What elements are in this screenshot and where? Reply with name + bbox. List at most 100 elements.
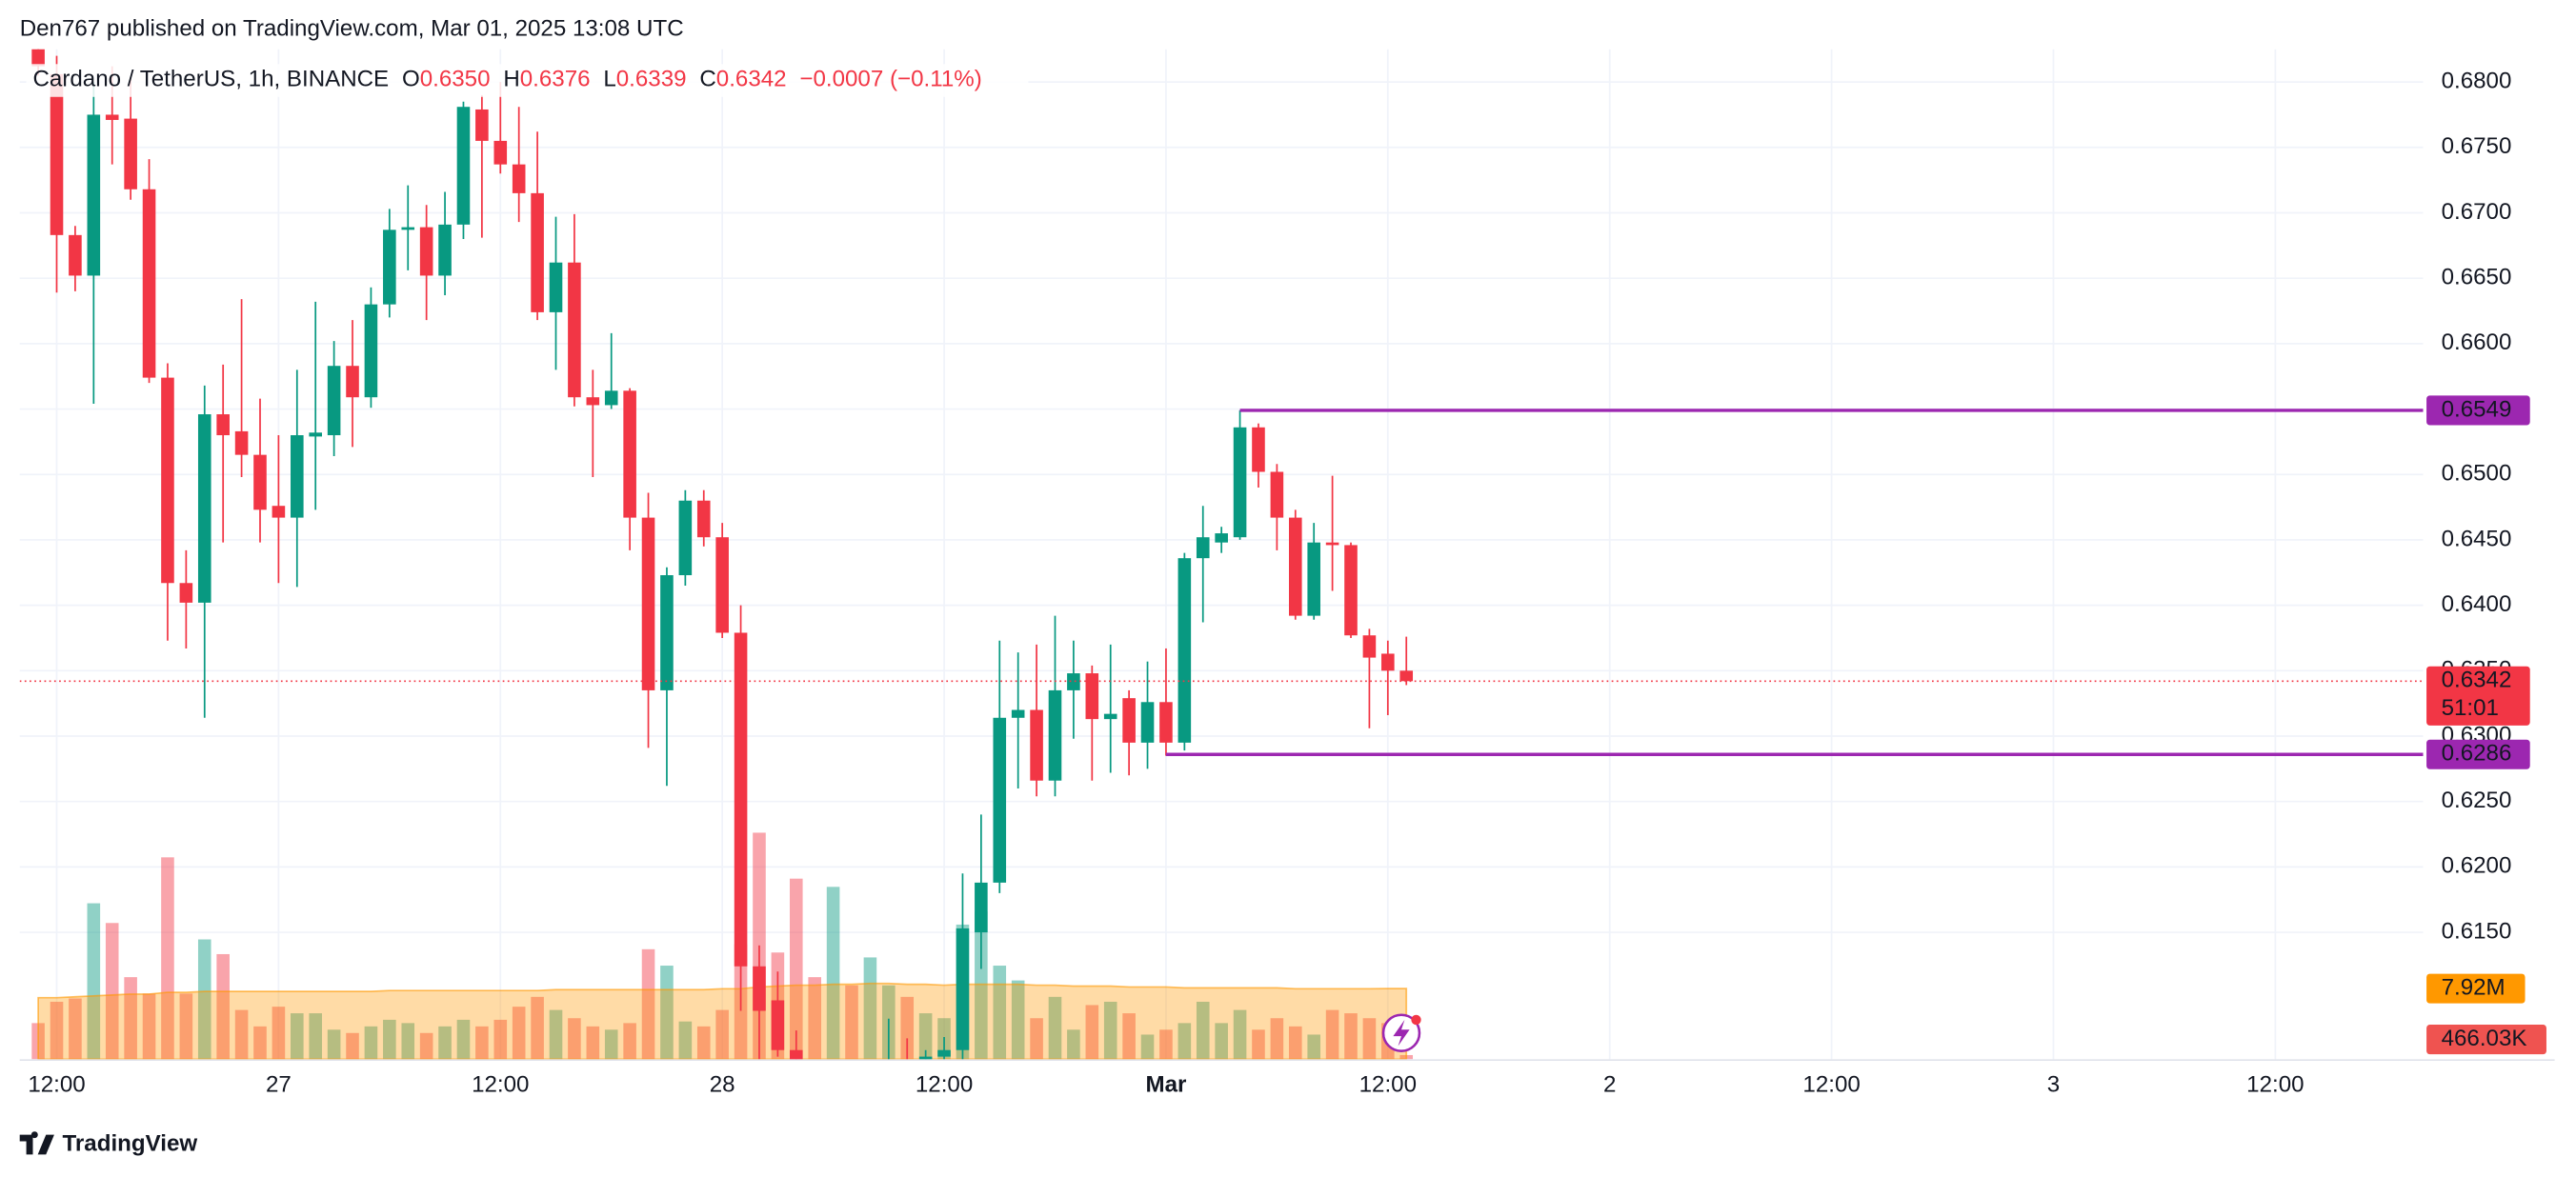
volume-bar	[808, 977, 821, 1060]
candle-body	[1140, 702, 1155, 743]
candle-body	[1288, 517, 1302, 616]
volume-bar	[1252, 1029, 1265, 1060]
volume-bar	[179, 993, 193, 1060]
candle-body	[87, 114, 101, 276]
last-price-label: 0.6342	[2442, 668, 2512, 693]
level-label: 0.6286	[2442, 741, 2512, 767]
level-label-bg	[2426, 739, 2530, 769]
candle-body	[1196, 537, 1210, 559]
volume-bar	[790, 878, 803, 1060]
volume-bar	[1344, 1013, 1358, 1060]
volume-bar	[1362, 1018, 1377, 1060]
candle-body	[641, 517, 655, 690]
candle-body	[50, 73, 64, 235]
x-tick-label: 12:00	[1359, 1071, 1417, 1097]
volume-bar	[438, 1026, 452, 1060]
candle-body	[1307, 542, 1320, 616]
volume-bar	[586, 1026, 600, 1060]
alert-icon	[1381, 1013, 1421, 1052]
candle-body	[179, 583, 193, 603]
volume-bar	[197, 939, 211, 1060]
candle-body	[419, 227, 433, 276]
l-value: 0.6339	[616, 67, 687, 92]
volume-bar	[493, 1019, 508, 1060]
candle-body	[1085, 673, 1099, 720]
candle-body	[1362, 635, 1377, 658]
candle-body	[1270, 471, 1284, 518]
volume-bar	[383, 1019, 396, 1060]
candle-body	[216, 414, 230, 436]
volume-pane	[31, 832, 1414, 1060]
candle-body	[401, 227, 415, 230]
volume-bar	[475, 1026, 489, 1060]
volume-bar	[1159, 1029, 1173, 1060]
candle-body	[309, 432, 323, 437]
level-label-bg	[2426, 395, 2530, 426]
volume-bar	[549, 1009, 563, 1060]
volume-bar	[253, 1026, 267, 1060]
x-tick-label: 3	[2047, 1071, 2060, 1097]
volume-bar	[87, 903, 101, 1060]
candle-body	[660, 575, 674, 690]
x-tick-label: 12:00	[472, 1071, 529, 1097]
volume-bar	[1140, 1034, 1155, 1060]
c-value: 0.6342	[716, 67, 787, 92]
x-tick-label: 12:00	[2246, 1071, 2304, 1097]
candle-body	[1399, 670, 1414, 682]
volume-bar	[1307, 1034, 1320, 1060]
volume-bar	[1196, 1001, 1210, 1060]
candle-body	[696, 500, 711, 538]
volume-bar	[309, 1013, 323, 1060]
volume-bar	[1067, 1029, 1080, 1060]
candle-body	[161, 377, 174, 584]
volume-bar	[272, 1007, 286, 1060]
candle-body	[715, 537, 729, 633]
volume-ma-label: 7.92M	[2442, 974, 2506, 1000]
candle-body	[1048, 689, 1062, 781]
volume-bar	[531, 996, 544, 1060]
legend-bg	[26, 64, 1029, 97]
volume-bar	[161, 857, 174, 1060]
volume-bar	[1325, 1009, 1339, 1060]
icon-dot	[1411, 1014, 1421, 1026]
o-key: O	[402, 67, 420, 92]
x-tick-label: 27	[266, 1071, 292, 1097]
candle-body	[531, 192, 544, 312]
volume-bar	[216, 953, 230, 1060]
volume-bar	[346, 1032, 359, 1060]
volume-bar	[401, 1023, 415, 1060]
candle-body	[568, 262, 581, 398]
candle-body	[383, 229, 396, 305]
volume-bar	[1270, 1018, 1284, 1060]
y-tick-label: 0.6450	[2442, 526, 2512, 551]
candle-body	[493, 140, 508, 165]
volume-bar	[696, 1026, 711, 1060]
candle-body	[512, 164, 526, 193]
candle-body	[253, 454, 267, 510]
volume-bar	[50, 1001, 64, 1060]
volume-bar	[1233, 1009, 1247, 1060]
x-tick-label: Mar	[1145, 1071, 1187, 1097]
y-tick-label: 0.6400	[2442, 591, 2512, 617]
volume-bar	[975, 911, 988, 1060]
volume-bar	[993, 966, 1007, 1060]
candle-body	[1103, 713, 1117, 720]
brand-logo	[19, 1131, 54, 1155]
brand-name: TradingView	[63, 1130, 198, 1156]
h-key: H	[503, 67, 519, 92]
candle-body	[678, 500, 693, 576]
candle-body	[956, 928, 970, 1050]
candle-body	[1030, 709, 1043, 781]
volume-bar	[1103, 1001, 1117, 1060]
y-tick-label: 0.6200	[2442, 853, 2512, 879]
candle-body	[975, 882, 988, 933]
candle-body	[586, 397, 600, 406]
candle-body	[31, 49, 45, 67]
candle-body	[364, 304, 378, 398]
brand: TradingView	[19, 1130, 198, 1156]
volume-bar	[1177, 1023, 1192, 1060]
candle-body	[142, 189, 156, 378]
change: −0.0007 (−0.11%)	[799, 67, 981, 92]
